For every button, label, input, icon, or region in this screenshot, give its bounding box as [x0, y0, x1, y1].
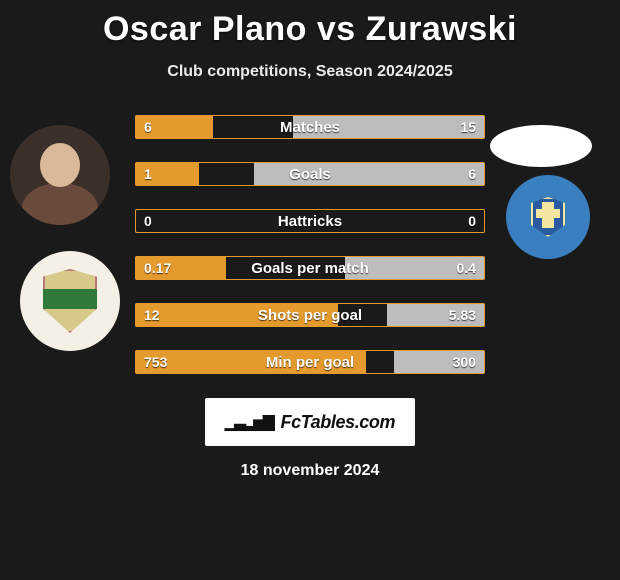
footer-date: 18 november 2024	[241, 462, 380, 480]
stat-label: Hattricks	[136, 210, 484, 232]
page-subtitle: Club competitions, Season 2024/2025	[167, 63, 452, 81]
stat-value-right: 0	[468, 210, 476, 232]
stat-row: Shots per goal125.83	[135, 303, 485, 327]
bar-fill-left	[136, 163, 199, 185]
player-right-avatar	[490, 125, 592, 167]
stat-row: Min per goal753300	[135, 350, 485, 374]
bar-fill-left	[136, 116, 213, 138]
stat-value-left: 0	[144, 210, 152, 232]
brand-badge: ▁▃▂▅▇ FcTables.com	[205, 398, 415, 446]
bar-fill-left	[136, 257, 226, 279]
stat-bars: Matches615 Goals16 Hattricks0 0 Goals per ma…	[135, 115, 485, 374]
sparkline-icon: ▁▃▂▅▇	[225, 413, 273, 431]
bar-fill-right	[293, 116, 484, 138]
club-right-badge	[506, 175, 590, 259]
bar-fill-left	[136, 304, 338, 326]
stat-row: Goals per match0.170.4	[135, 256, 485, 280]
stat-row: Goals16	[135, 162, 485, 186]
bar-fill-right	[345, 257, 484, 279]
brand-text: FcTables.com	[281, 412, 396, 433]
player-left-avatar	[10, 125, 110, 225]
bar-fill-right	[394, 351, 484, 373]
page-title: Oscar Plano vs Zurawski	[103, 10, 517, 49]
bar-fill-right	[387, 304, 484, 326]
bar-fill-left	[136, 351, 366, 373]
middle-area: Matches615 Goals16 Hattricks0 0 Goals per ma…	[0, 115, 620, 374]
bar-fill-right	[254, 163, 484, 185]
club-left-badge	[20, 251, 120, 351]
comparison-card: Oscar Plano vs Zurawski Club competition…	[0, 0, 620, 580]
stat-row: Matches615	[135, 115, 485, 139]
stat-row: Hattricks0 0	[135, 209, 485, 233]
